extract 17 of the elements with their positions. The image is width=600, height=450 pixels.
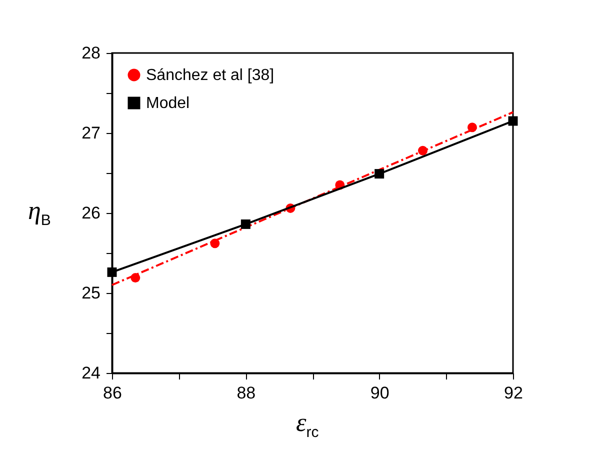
x-tick-label: 88 [236,384,256,402]
y-tick-label: 27 [82,124,100,142]
y-tick-label: 25 [82,284,100,302]
y-tick-label: 24 [82,364,100,382]
y-axis-title: η$_{B}$ [28,196,51,230]
point [508,116,518,126]
point [107,267,117,277]
x-tick-label: 90 [370,384,390,402]
x-tick-label: 92 [504,384,523,402]
y-tick-label: 28 [82,44,100,62]
legend-label: Model [146,95,190,112]
y-tick-label: 26 [82,204,100,222]
point [240,219,250,229]
x-tick-label: 86 [103,384,122,402]
point [374,169,384,179]
legend-label: Sánchez et al [38] [146,67,274,84]
x-axis-title: ε$_{rc}$ [296,408,319,442]
